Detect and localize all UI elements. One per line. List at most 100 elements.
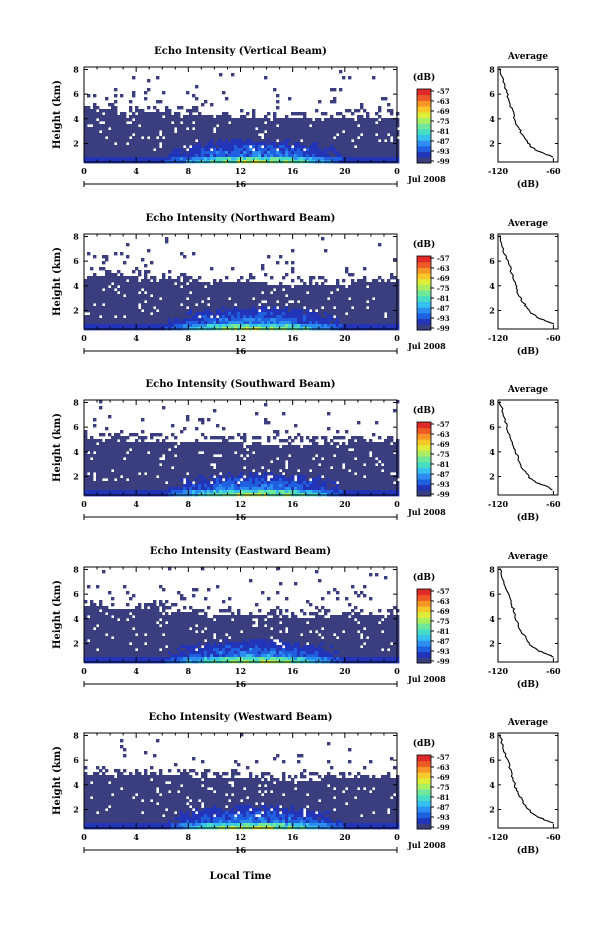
heatmap-cell bbox=[183, 294, 187, 298]
heatmap-cell bbox=[288, 142, 292, 146]
x-tick-label: 0 bbox=[394, 166, 400, 176]
heatmap-cell bbox=[147, 478, 151, 482]
heatmap-cell bbox=[312, 291, 316, 295]
heatmap-cell bbox=[129, 490, 133, 494]
heatmap-cell bbox=[150, 157, 154, 161]
heatmap-cell bbox=[336, 282, 340, 286]
heatmap-cell bbox=[153, 297, 157, 301]
heatmap-cell bbox=[201, 312, 205, 316]
heatmap-cell bbox=[276, 136, 280, 140]
heatmap-cell bbox=[189, 121, 193, 125]
heatmap-cell bbox=[234, 288, 238, 292]
heatmap-cell bbox=[171, 294, 175, 298]
heatmap-cell bbox=[120, 139, 124, 143]
heatmap-cell bbox=[252, 478, 256, 482]
heatmap-cell bbox=[192, 478, 196, 482]
heatmap-cell bbox=[381, 288, 385, 292]
heatmap-cell bbox=[312, 276, 316, 280]
heatmap-cell bbox=[171, 297, 175, 301]
heatmap-cell bbox=[228, 300, 232, 304]
heatmap-cell bbox=[210, 448, 214, 452]
heatmap-cell bbox=[150, 288, 154, 292]
heatmap-cell bbox=[291, 127, 295, 131]
heatmap-cell bbox=[228, 481, 232, 485]
heatmap-cell bbox=[234, 130, 238, 134]
heatmap-cell bbox=[225, 112, 229, 116]
heatmap-cell bbox=[111, 318, 115, 322]
heatmap-cell bbox=[135, 291, 139, 295]
heatmap-cell bbox=[351, 288, 355, 292]
heatmap-cell bbox=[129, 148, 133, 152]
heatmap-cell bbox=[243, 124, 247, 128]
heatmap-cell bbox=[390, 118, 394, 122]
heatmap-cell bbox=[318, 139, 322, 143]
heatmap-cell bbox=[186, 418, 190, 422]
heatmap-cell bbox=[330, 124, 334, 128]
heatmap-cell bbox=[192, 130, 196, 134]
heatmap-cell bbox=[255, 312, 259, 316]
heatmap-cell bbox=[108, 478, 112, 482]
heatmap-cell bbox=[321, 309, 325, 313]
heatmap-cell bbox=[147, 130, 151, 134]
heatmap-cell bbox=[111, 118, 115, 122]
heatmap-cell bbox=[87, 448, 91, 452]
heatmap-cell bbox=[282, 306, 286, 310]
heatmap-cell bbox=[381, 127, 385, 131]
heatmap-cell bbox=[138, 133, 142, 137]
heatmap-cell bbox=[162, 282, 166, 286]
heatmap-cell bbox=[189, 466, 193, 470]
heatmap-cell bbox=[294, 157, 298, 161]
heatmap-cell bbox=[99, 279, 103, 283]
heatmap-cell bbox=[300, 324, 304, 328]
heatmap-cell bbox=[309, 145, 313, 149]
heatmap-cell bbox=[144, 121, 148, 125]
heatmap-cell bbox=[147, 279, 151, 283]
heatmap-cell bbox=[351, 321, 355, 325]
heatmap-cell bbox=[267, 255, 271, 259]
heatmap-cell bbox=[138, 454, 142, 458]
heatmap-cell bbox=[168, 291, 172, 295]
heatmap-cell bbox=[147, 106, 151, 110]
heatmap-cell bbox=[330, 154, 334, 158]
heatmap-cell bbox=[363, 136, 367, 140]
heatmap-cell bbox=[279, 127, 283, 131]
heatmap-cell bbox=[273, 454, 277, 458]
heatmap-cell bbox=[156, 130, 160, 134]
heatmap-cell bbox=[240, 145, 244, 149]
heatmap-cell bbox=[135, 133, 139, 137]
heatmap-cell bbox=[243, 282, 247, 286]
heatmap-cell bbox=[213, 121, 217, 125]
heatmap-cell bbox=[246, 445, 250, 449]
heatmap-cell bbox=[231, 124, 235, 128]
heatmap-cell bbox=[84, 127, 88, 131]
heatmap-cell bbox=[249, 124, 253, 128]
heatmap-cell bbox=[177, 133, 181, 137]
heatmap-cell bbox=[129, 124, 133, 128]
heatmap-cell bbox=[195, 451, 199, 455]
heatmap-cell bbox=[240, 139, 244, 143]
heatmap-cell bbox=[186, 124, 190, 128]
heatmap-cell bbox=[321, 127, 325, 131]
heatmap-cell bbox=[291, 454, 295, 458]
heatmap-cell bbox=[318, 300, 322, 304]
heatmap-cell bbox=[150, 285, 154, 289]
heatmap-cell bbox=[357, 291, 361, 295]
heatmap-cell bbox=[264, 324, 268, 328]
avg-y-tick-label: 8 bbox=[489, 64, 495, 74]
heatmap-cell bbox=[351, 315, 355, 319]
heatmap-cell bbox=[105, 324, 109, 328]
heatmap-cell bbox=[354, 303, 358, 307]
heatmap-cell bbox=[252, 285, 256, 289]
heatmap-cell bbox=[204, 303, 208, 307]
heatmap-cell bbox=[168, 442, 172, 446]
heatmap-cell bbox=[369, 151, 373, 155]
heatmap-cell bbox=[153, 475, 157, 479]
heatmap-cell bbox=[255, 451, 259, 455]
heatmap-cell bbox=[240, 436, 244, 440]
heatmap-cell bbox=[105, 472, 109, 476]
heatmap-cell bbox=[294, 424, 298, 428]
heatmap-cell bbox=[165, 279, 169, 283]
heatmap-cell bbox=[111, 463, 115, 467]
heatmap-cell bbox=[204, 478, 208, 482]
heatmap-cell bbox=[372, 151, 376, 155]
